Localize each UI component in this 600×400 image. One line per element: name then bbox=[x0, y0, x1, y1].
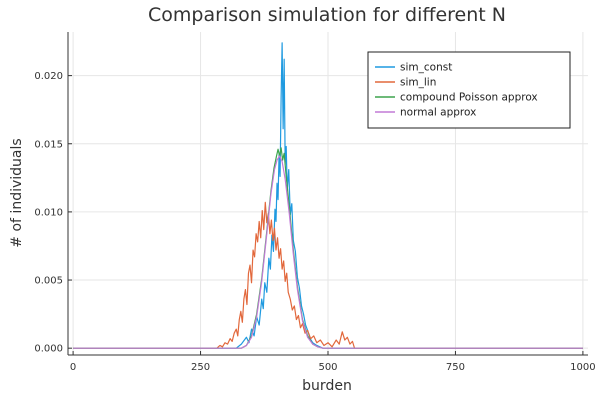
y-axis-label: # of individuals bbox=[9, 138, 25, 247]
x-ticks: 0 250 500 750 1000 bbox=[70, 351, 596, 373]
series-layer bbox=[73, 42, 583, 349]
y-ticks: 0.000 0.005 0.010 0.015 0.020 bbox=[34, 71, 72, 355]
series-line-sim-lin bbox=[73, 201, 583, 349]
legend-entry: sim_const bbox=[400, 62, 452, 74]
series-line-sim-const bbox=[73, 42, 583, 349]
x-tick-label: 1000 bbox=[570, 362, 595, 373]
legend: sim_const sim_lin compound Poisson approx n… bbox=[367, 51, 571, 129]
legend-box bbox=[367, 51, 571, 129]
legend-entry: sim_lin bbox=[400, 77, 436, 89]
x-tick-label: 500 bbox=[318, 362, 337, 373]
y-tick-label: 0.005 bbox=[34, 276, 63, 287]
legend-entry: normal approx bbox=[400, 107, 476, 119]
y-tick-label: 0.015 bbox=[34, 139, 63, 150]
series-line-normal-approx bbox=[73, 155, 583, 349]
x-axis-label: burden bbox=[302, 378, 352, 394]
x-tick-label: 750 bbox=[446, 362, 465, 373]
x-tick-label: 0 bbox=[70, 362, 76, 373]
chart-title: Comparison simulation for different N bbox=[148, 4, 506, 26]
y-tick-label: 0.000 bbox=[34, 344, 63, 355]
y-tick-label: 0.010 bbox=[34, 207, 63, 218]
legend-entry: compound Poisson approx bbox=[400, 92, 538, 104]
y-tick-label: 0.020 bbox=[34, 71, 63, 82]
x-tick-label: 250 bbox=[191, 362, 210, 373]
